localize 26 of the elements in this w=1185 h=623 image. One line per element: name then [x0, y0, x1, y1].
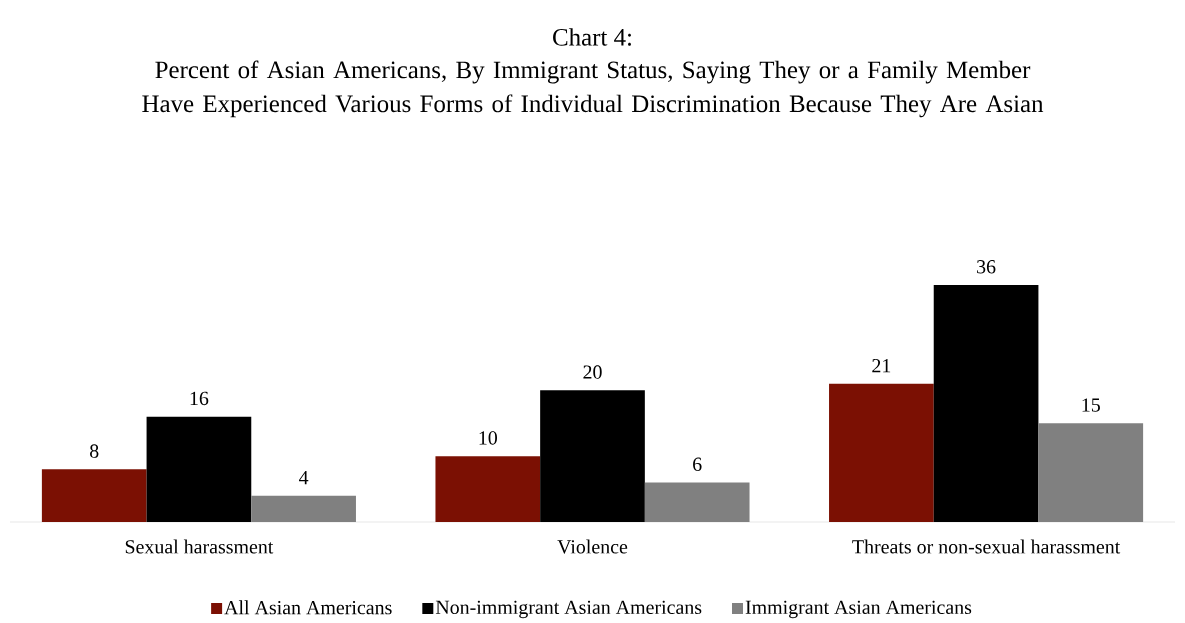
chart-title: Chart 4: [553, 28, 631, 46]
legend-label: Non-immigrant Asian Americans [435, 600, 702, 619]
chart-subtitle: Percent of Asian Americans, By Immigrant Status, Saying They or a Family Member Have Experienced Various Forms of Individual Discrimination Because They Are Asian [142, 60, 1044, 118]
x-tick-label: Sexual harassment [125, 539, 274, 554]
data-label: 10 [479, 431, 498, 445]
data-label: 15 [1082, 398, 1100, 412]
bar [829, 383, 934, 522]
bar [644, 482, 750, 522]
data-label: 4 [299, 471, 309, 485]
data-label: 36 [977, 260, 996, 274]
bar [146, 416, 252, 522]
bar [41, 469, 147, 522]
data-label: 8 [90, 444, 99, 458]
data-label: 16 [190, 391, 209, 406]
x-tick-label: Threats or non-sexual harassment [852, 539, 1121, 554]
legend-label: Immigrant Asian Americans [745, 600, 972, 619]
bar [251, 495, 356, 522]
bar [933, 285, 1039, 522]
bar [435, 456, 541, 522]
legend-label: All Asian Americans [224, 600, 392, 615]
bar [1038, 423, 1144, 522]
bar [540, 390, 645, 522]
x-tick-label: Violence [557, 539, 628, 554]
data-label: 6 [693, 457, 702, 471]
data-label: 21 [872, 359, 891, 373]
data-label: 20 [583, 365, 602, 379]
